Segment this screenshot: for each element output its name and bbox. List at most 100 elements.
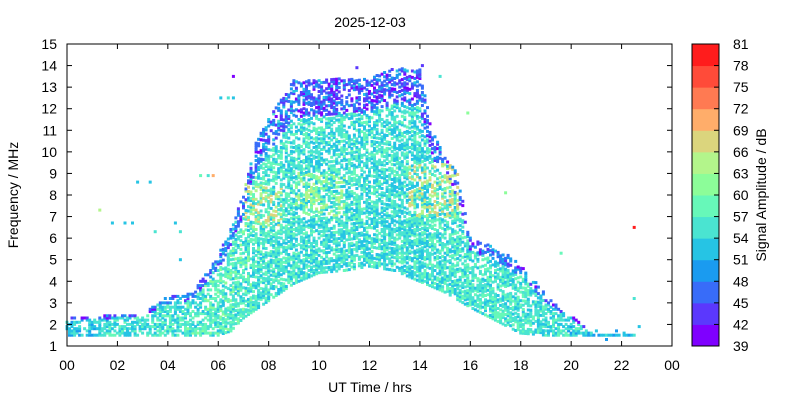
- heatmap-cell: [368, 152, 371, 156]
- heatmap-cell: [322, 158, 326, 162]
- heatmap-cell: [373, 190, 376, 193]
- heatmap-cell: [90, 327, 94, 331]
- heatmap-cell: [438, 281, 442, 285]
- heatmap-cell: [229, 312, 233, 316]
- heatmap-cell: [388, 143, 392, 146]
- heatmap-cell: [347, 192, 351, 196]
- heatmap-cell: [305, 244, 308, 248]
- heatmap-cell: [236, 261, 240, 265]
- heatmap-cell: [332, 166, 336, 170]
- heatmap-cell: [357, 121, 361, 125]
- heatmap-cell: [385, 88, 389, 92]
- heatmap-cell: [204, 297, 208, 300]
- heatmap-cell: [173, 310, 177, 313]
- heatmap-cell: [370, 222, 374, 225]
- heatmap-cell: [431, 263, 434, 267]
- heatmap-cell: [322, 186, 326, 190]
- heatmap-cell: [279, 215, 283, 219]
- heatmap-cell: [236, 319, 240, 323]
- heatmap-cell: [373, 256, 376, 260]
- heatmap-cell: [310, 196, 313, 200]
- heatmap-cell: [231, 251, 235, 255]
- heatmap-cell: [274, 145, 278, 149]
- heatmap-cell: [242, 195, 245, 199]
- heatmap-cell: [433, 281, 437, 285]
- heatmap-cell: [368, 156, 371, 160]
- heatmap-cell: [330, 160, 334, 164]
- heatmap-cell: [277, 169, 281, 173]
- heatmap-cell: [408, 150, 412, 154]
- heatmap-cell: [279, 167, 283, 171]
- heatmap-cell: [146, 314, 150, 318]
- heatmap-cell: [299, 192, 303, 196]
- heatmap-cell: [410, 134, 414, 138]
- heatmap-cell: [305, 181, 308, 185]
- heatmap-cell: [410, 244, 414, 248]
- heatmap-cell: [335, 157, 339, 161]
- heatmap-cell: [292, 83, 296, 87]
- heatmap-cell: [403, 193, 407, 197]
- heatmap-cell: [418, 148, 422, 152]
- heatmap-cell: [415, 259, 419, 263]
- heatmap-cell: [292, 146, 296, 149]
- heatmap-cell: [131, 320, 134, 324]
- heatmap-cell: [436, 142, 440, 146]
- heatmap-cell: [312, 225, 316, 229]
- heatmap-cell: [373, 121, 376, 124]
- heatmap-cell: [173, 303, 177, 307]
- heatmap-cell: [388, 153, 392, 157]
- heatmap-cell: [423, 120, 427, 124]
- heatmap-cell: [70, 329, 74, 333]
- heatmap-cell: [400, 93, 404, 97]
- heatmap-cell: [393, 212, 397, 216]
- heatmap-cell: [216, 331, 220, 335]
- heatmap-cell: [272, 153, 276, 157]
- heatmap-cell: [342, 87, 346, 91]
- heatmap-cell: [252, 305, 255, 309]
- heatmap-cell: [209, 310, 213, 313]
- heatmap-cell: [357, 234, 361, 238]
- heatmap-cell: [277, 247, 281, 250]
- heatmap-cell: [405, 265, 409, 269]
- heatmap-cell: [363, 187, 366, 191]
- heatmap-cell: [257, 165, 261, 169]
- heatmap-cell: [163, 310, 167, 313]
- heatmap-cell: [297, 225, 301, 229]
- heatmap-cell: [420, 192, 424, 196]
- heatmap-cell: [431, 203, 434, 207]
- heatmap-cell: [400, 272, 404, 276]
- heatmap-cell: [315, 192, 319, 196]
- heatmap-cell: [113, 320, 117, 324]
- heatmap-cell: [201, 297, 205, 300]
- heatmap-cell: [216, 262, 220, 266]
- heatmap-cell: [365, 114, 369, 118]
- heatmap-cell: [335, 189, 339, 193]
- heatmap-cell: [330, 259, 334, 263]
- heatmap-cell: [347, 93, 351, 97]
- heatmap-cell: [279, 124, 283, 128]
- heatmap-cell: [400, 123, 404, 127]
- heatmap-cell: [370, 152, 374, 156]
- heatmap-cell: [317, 96, 321, 100]
- heatmap-cell: [282, 211, 286, 215]
- heatmap-cell: [302, 245, 306, 249]
- heatmap-cell: [211, 284, 215, 288]
- heatmap-cell: [277, 251, 281, 255]
- heatmap-cell: [292, 202, 296, 206]
- heatmap-cell: [408, 77, 412, 80]
- heatmap-cell: [410, 222, 414, 226]
- heatmap-cell: [352, 88, 356, 92]
- heatmap-cell: [418, 251, 422, 255]
- heatmap-cell: [400, 259, 404, 263]
- heatmap-cell: [332, 226, 336, 230]
- heatmap-cell: [390, 68, 394, 71]
- heatmap-cell: [325, 255, 329, 259]
- heatmap-cell: [312, 111, 316, 115]
- heatmap-cell: [88, 329, 92, 333]
- heatmap-cell: [327, 164, 331, 168]
- heatmap-cell: [340, 148, 344, 152]
- heatmap-cell: [287, 199, 291, 203]
- heatmap-cell: [244, 215, 248, 219]
- heatmap-cell: [141, 327, 145, 331]
- heatmap-cell: [294, 145, 298, 148]
